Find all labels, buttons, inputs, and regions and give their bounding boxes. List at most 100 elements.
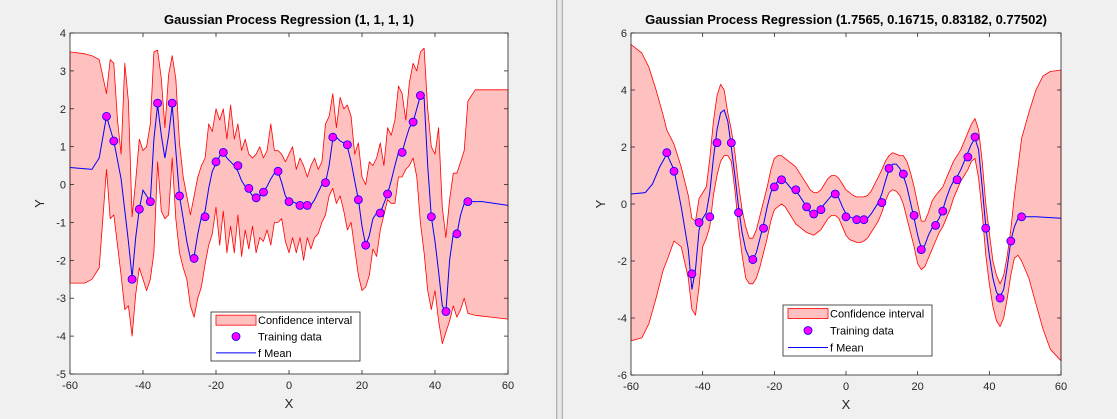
training-point <box>200 212 210 222</box>
training-point <box>705 212 715 222</box>
chart-title: Gaussian Process Regression (1, 1, 1, 1) <box>164 12 414 27</box>
x-tick-label: 20 <box>356 380 368 392</box>
y-tick-label: -2 <box>56 255 66 267</box>
training-point <box>712 138 722 148</box>
x-axis-label: X <box>285 396 294 411</box>
training-point <box>734 208 743 217</box>
training-point <box>938 206 948 216</box>
training-point <box>669 166 679 176</box>
training-point <box>1017 212 1026 222</box>
training-point <box>777 175 786 185</box>
x-tick-label: 0 <box>843 381 849 393</box>
training-point <box>408 117 418 127</box>
y-tick-label: 6 <box>621 28 627 40</box>
y-tick-label: -2 <box>617 256 627 268</box>
legend-entry: Training data <box>258 332 323 344</box>
training-point <box>931 220 940 230</box>
x-tick-label: -20 <box>208 380 224 392</box>
training-point <box>769 182 779 192</box>
training-point <box>328 132 338 142</box>
training-point <box>295 200 305 210</box>
training-point <box>884 163 894 173</box>
training-point <box>109 136 119 146</box>
x-tick-label: 20 <box>912 381 924 393</box>
training-point <box>353 195 363 205</box>
training-point <box>441 307 451 316</box>
training-point <box>1006 236 1016 246</box>
training-point <box>981 223 991 233</box>
y-tick-label: -4 <box>56 331 66 343</box>
y-tick-label: 4 <box>621 85 627 97</box>
training-point <box>375 208 385 218</box>
panel-divider[interactable] <box>556 0 563 419</box>
training-point <box>452 229 462 239</box>
training-point <box>302 200 312 210</box>
y-axis-label: Y <box>593 199 608 208</box>
y-tick-label: 4 <box>60 28 66 40</box>
training-point <box>153 98 163 108</box>
x-tick-label: 40 <box>983 381 995 393</box>
x-tick-label: -60 <box>62 380 78 392</box>
training-point <box>189 254 199 263</box>
legend-swatch-point <box>231 332 241 341</box>
training-point <box>952 175 962 185</box>
training-point <box>321 178 330 188</box>
x-tick-label: -60 <box>623 381 639 393</box>
x-tick-label: 0 <box>286 380 292 392</box>
training-point <box>218 147 228 157</box>
training-point <box>233 161 243 171</box>
training-point <box>687 269 697 279</box>
training-point <box>816 205 826 215</box>
y-tick-label: 0 <box>60 180 66 192</box>
x-tick-label: 60 <box>1055 381 1067 393</box>
training-point <box>102 111 111 121</box>
y-tick-label: -6 <box>617 370 627 382</box>
y-tick-label: 1 <box>60 142 66 154</box>
training-point <box>995 293 1005 303</box>
training-point <box>970 132 980 142</box>
legend-entry: f Mean <box>830 343 864 355</box>
x-tick-label: 40 <box>429 380 441 392</box>
gpr-chart-left: -60 -40 -20 0 20 40 60 -5 -4 -3 -2 -1 0 1 2 3 4 Gaussian … <box>32 12 514 411</box>
training-point <box>694 218 704 227</box>
legend-swatch-band <box>215 314 257 326</box>
legend-entry: Training data <box>830 326 895 338</box>
training-point <box>167 98 177 108</box>
training-point <box>284 197 294 207</box>
training-point <box>898 169 908 179</box>
training-point <box>963 152 973 162</box>
x-tick-label: 60 <box>502 380 514 392</box>
y-tick-label: 2 <box>621 142 627 154</box>
training-point <box>463 197 473 207</box>
legend-entry: f Mean <box>258 348 292 360</box>
training-point <box>662 148 672 158</box>
training-point <box>361 240 371 250</box>
x-tick-label: -40 <box>695 381 711 393</box>
training-point <box>244 183 254 193</box>
training-point <box>342 140 352 150</box>
y-tick-label: 0 <box>621 199 627 211</box>
y-tick-label: -1 <box>56 217 66 229</box>
training-point <box>877 198 887 207</box>
y-tick-label: -5 <box>56 369 66 381</box>
legend-swatch-band <box>787 308 829 319</box>
training-point <box>426 212 436 222</box>
y-tick-label: -3 <box>56 293 66 305</box>
x-axis-label: X <box>842 397 851 412</box>
training-point <box>273 166 283 176</box>
training-point <box>748 255 758 264</box>
training-point <box>383 189 392 199</box>
training-point <box>916 245 926 255</box>
training-point <box>909 210 919 220</box>
legend-swatch-point <box>803 326 813 335</box>
training-point <box>211 157 221 167</box>
y-axis-label: Y <box>32 199 47 208</box>
x-tick-label: -20 <box>766 381 782 393</box>
training-point <box>251 193 261 203</box>
training-point <box>809 209 819 219</box>
training-point <box>830 189 840 199</box>
chart-panel-right: -60 -40 -20 0 20 40 60 -6 -4 -2 0 2 4 6 Gaussian Proce… <box>563 0 1117 419</box>
training-point <box>259 187 268 197</box>
training-point <box>859 215 869 225</box>
